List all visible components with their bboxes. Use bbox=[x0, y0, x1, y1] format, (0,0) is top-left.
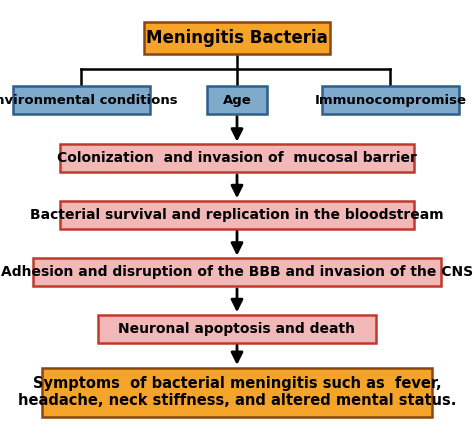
Text: Colonization  and invasion of  mucosal barrier: Colonization and invasion of mucosal bar… bbox=[57, 151, 417, 165]
FancyBboxPatch shape bbox=[98, 315, 376, 343]
FancyBboxPatch shape bbox=[207, 86, 267, 114]
FancyBboxPatch shape bbox=[61, 145, 413, 172]
Text: Symptoms  of bacterial meningitis such as  fever,
headache, neck stiffness, and : Symptoms of bacterial meningitis such as… bbox=[18, 376, 456, 408]
FancyBboxPatch shape bbox=[322, 86, 459, 114]
FancyBboxPatch shape bbox=[42, 368, 432, 417]
FancyBboxPatch shape bbox=[144, 23, 330, 54]
FancyBboxPatch shape bbox=[61, 201, 413, 229]
Text: Neuronal apoptosis and death: Neuronal apoptosis and death bbox=[118, 322, 356, 336]
Text: Meningitis Bacteria: Meningitis Bacteria bbox=[146, 30, 328, 47]
Text: Adhesion and disruption of the BBB and invasion of the CNS: Adhesion and disruption of the BBB and i… bbox=[1, 265, 473, 279]
Text: Bacterial survival and replication in the bloodstream: Bacterial survival and replication in th… bbox=[30, 208, 444, 222]
Text: Immunocompromise: Immunocompromise bbox=[314, 94, 466, 106]
Text: Age: Age bbox=[223, 94, 251, 106]
FancyBboxPatch shape bbox=[33, 259, 441, 286]
FancyBboxPatch shape bbox=[13, 86, 150, 114]
Text: Environmental conditions: Environmental conditions bbox=[0, 94, 177, 106]
